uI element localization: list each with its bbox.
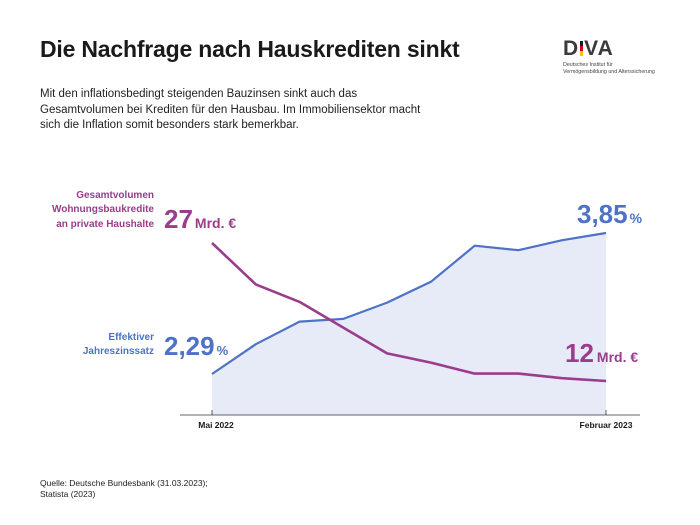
rate-line bbox=[211, 231, 607, 375]
x-tick-label-start: Mai 2022 bbox=[198, 420, 234, 430]
x-tick-label-end: Februar 2023 bbox=[580, 420, 633, 430]
volume-start-label: 27 Mrd. € bbox=[164, 204, 236, 234]
source-line1: Quelle: Deutsche Bundesbank (31.03.2023)… bbox=[40, 478, 208, 488]
logo-subtitle-line2: Vermögensbildung und Alterssicherung bbox=[563, 68, 655, 75]
volume-end-label: 12 Mrd. € bbox=[565, 338, 638, 368]
rate-area bbox=[212, 233, 606, 415]
volume-end-value: 12 bbox=[565, 338, 594, 368]
volume-series-label-line2: Wohnungsbaukredite bbox=[52, 204, 154, 215]
volume-series-label-line1: Gesamtvolumen bbox=[76, 190, 154, 201]
logo-mark-left: D bbox=[563, 37, 580, 60]
flag-icon bbox=[580, 41, 584, 56]
volume-start-unit: Mrd. € bbox=[195, 215, 236, 231]
source-note: Quelle: Deutsche Bundesbank (31.03.2023)… bbox=[40, 478, 240, 500]
rate-end-unit: % bbox=[630, 210, 643, 226]
volume-start-value: 27 bbox=[164, 204, 193, 234]
source-line2: Statista (2023) bbox=[40, 489, 96, 499]
rate-start-value: 2,29 bbox=[164, 331, 215, 361]
rate-start-label: 2,29% bbox=[164, 331, 229, 361]
rate-series-label-line1: Effektiver bbox=[108, 332, 154, 343]
rate-end-label: 3,85% bbox=[577, 199, 643, 229]
volume-end-unit: Mrd. € bbox=[597, 349, 638, 365]
rate-end-value: 3,85 bbox=[577, 199, 628, 229]
chart-canvas: Mai 2022 Februar 2023 Gesamtvolumen Wohn… bbox=[52, 190, 643, 430]
logo-subtitle: Deutsches Institut für Vermögensbildung … bbox=[563, 62, 673, 75]
chart-title: Die Nachfrage nach Hauskrediten sinkt bbox=[40, 36, 460, 62]
volume-line bbox=[211, 242, 607, 383]
logo-mark-right: VA bbox=[584, 37, 614, 60]
logo-subtitle-line1: Deutsches Institut für bbox=[563, 62, 613, 68]
intro-text: Mit den inflationsbedingt steigenden Bau… bbox=[40, 88, 421, 131]
volume-series-label-line3: an private Haushalte bbox=[56, 219, 154, 230]
rate-start-unit: % bbox=[217, 343, 229, 358]
logo-mark: D VA bbox=[563, 38, 673, 60]
rate-series-label-line2: Jahreszinssatz bbox=[83, 346, 154, 357]
diva-logo: D VA Deutsches Institut für Vermögensbild… bbox=[563, 38, 673, 75]
